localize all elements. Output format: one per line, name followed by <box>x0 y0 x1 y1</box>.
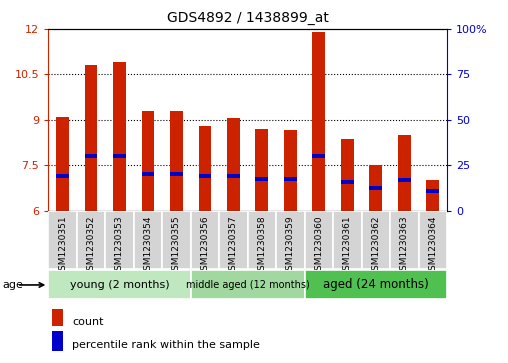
Text: GSM1230351: GSM1230351 <box>58 215 67 276</box>
Bar <box>77 211 105 269</box>
Text: young (2 months): young (2 months) <box>70 280 169 290</box>
Bar <box>52 307 64 326</box>
Text: percentile rank within the sample: percentile rank within the sample <box>72 340 260 350</box>
Title: GDS4892 / 1438899_at: GDS4892 / 1438899_at <box>167 11 329 25</box>
Bar <box>227 174 240 178</box>
Bar <box>227 118 240 211</box>
Bar <box>390 211 419 269</box>
Bar <box>276 211 305 269</box>
Bar <box>341 139 354 211</box>
Bar <box>426 189 439 193</box>
Bar <box>256 177 268 180</box>
Bar <box>219 211 247 269</box>
Text: GSM1230362: GSM1230362 <box>371 215 380 276</box>
Bar <box>398 179 411 182</box>
Text: GSM1230352: GSM1230352 <box>86 215 96 276</box>
Text: GSM1230356: GSM1230356 <box>201 215 209 276</box>
Bar <box>142 111 154 211</box>
Bar <box>369 186 382 189</box>
Bar <box>333 211 362 269</box>
Text: aged (24 months): aged (24 months) <box>323 278 429 291</box>
Bar <box>284 130 297 211</box>
Bar <box>190 270 305 299</box>
Text: GSM1230361: GSM1230361 <box>343 215 352 276</box>
Bar <box>256 129 268 211</box>
Bar <box>56 174 69 178</box>
Bar <box>84 65 98 211</box>
Text: GSM1230357: GSM1230357 <box>229 215 238 276</box>
Bar <box>48 270 190 299</box>
Text: count: count <box>72 317 104 327</box>
Text: GSM1230364: GSM1230364 <box>428 215 437 276</box>
Bar <box>398 135 411 211</box>
Text: GSM1230363: GSM1230363 <box>400 215 409 276</box>
Bar <box>419 211 447 269</box>
Bar <box>105 211 134 269</box>
Text: GSM1230359: GSM1230359 <box>286 215 295 276</box>
Bar <box>341 180 354 184</box>
Bar <box>199 174 211 178</box>
Text: GSM1230353: GSM1230353 <box>115 215 124 276</box>
Text: GSM1230354: GSM1230354 <box>143 215 152 276</box>
Bar <box>305 211 333 269</box>
Bar <box>84 154 98 158</box>
Text: GSM1230355: GSM1230355 <box>172 215 181 276</box>
Bar <box>113 62 126 211</box>
Text: GSM1230360: GSM1230360 <box>314 215 324 276</box>
Bar <box>312 32 325 211</box>
Bar <box>247 211 276 269</box>
Bar <box>369 165 382 211</box>
Bar <box>199 126 211 211</box>
Bar <box>312 154 325 158</box>
Text: middle aged (12 months): middle aged (12 months) <box>186 280 309 290</box>
Bar <box>170 172 183 176</box>
Text: age: age <box>3 280 23 290</box>
Bar <box>48 211 77 269</box>
Bar <box>142 172 154 176</box>
Bar <box>362 211 390 269</box>
Bar <box>113 154 126 158</box>
Bar <box>284 177 297 180</box>
Bar <box>190 211 219 269</box>
Bar <box>170 111 183 211</box>
Bar <box>162 211 190 269</box>
Bar <box>134 211 162 269</box>
Bar <box>426 180 439 211</box>
Bar <box>56 117 69 211</box>
Bar <box>52 331 64 351</box>
Bar <box>305 270 447 299</box>
Text: GSM1230358: GSM1230358 <box>258 215 266 276</box>
